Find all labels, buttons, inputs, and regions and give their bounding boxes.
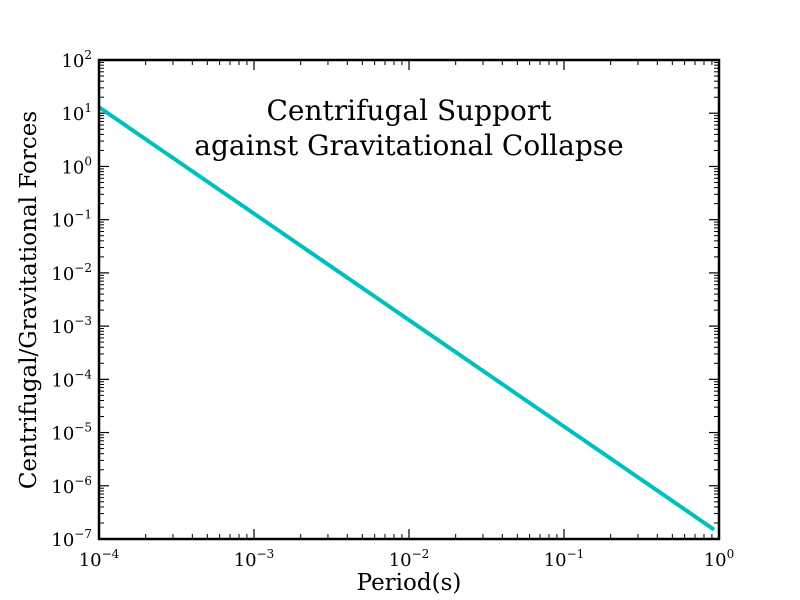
y-tick-label: 10−5 (51, 421, 92, 445)
x-tick-label: 10−4 (79, 547, 120, 571)
x-tick-label: 10−3 (234, 547, 275, 571)
series-line-0 (97, 105, 716, 532)
plot-frame (97, 58, 721, 541)
x-axis-label: Period(s) (357, 570, 462, 596)
y-tick-label: 102 (61, 48, 92, 72)
chart-title-line-1: Centrifugal Support (266, 94, 552, 127)
y-tick-label: 10−2 (51, 261, 92, 285)
x-tick-label: 10−2 (389, 547, 430, 571)
plot-area (99, 60, 719, 539)
y-tick-label: 10−6 (51, 474, 92, 498)
x-tick-label: 100 (704, 547, 735, 571)
chart-title-line-2: against Gravitational Collapse (194, 129, 623, 162)
y-tick-labels: 10−7 10−6 10−5 10−4 10−3 10−2 10−1 100 101 102 (51, 48, 92, 551)
y-tick-label: 10−3 (51, 314, 92, 338)
y-axis-label: Centrifugal/Gravitational Forces (16, 111, 42, 489)
y-tick-label: 10−1 (51, 208, 92, 232)
series-layer (97, 105, 716, 532)
x-tick-labels: 10−4 10−3 10−2 10−1 100 (79, 547, 735, 571)
x-tick-label: 10−1 (544, 547, 585, 571)
y-tick-label: 10−4 (51, 367, 92, 391)
y-tick-label: 101 (61, 101, 92, 125)
y-tick-label: 100 (61, 154, 92, 178)
y-tick-label: 10−7 (51, 527, 92, 551)
